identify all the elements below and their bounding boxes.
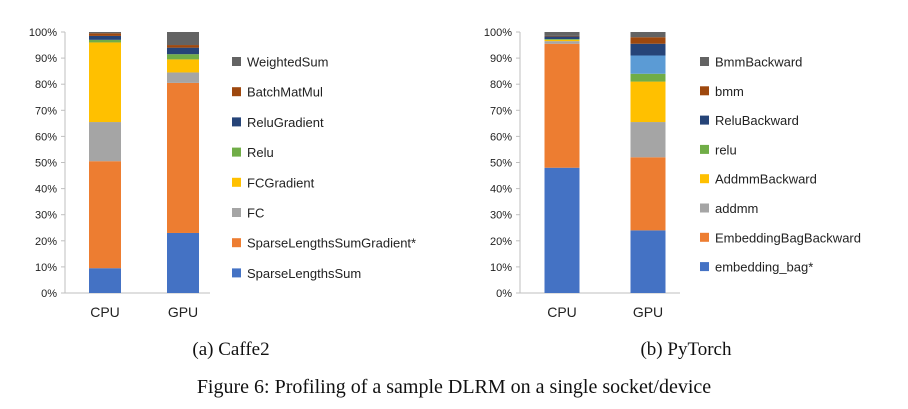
bar-segment-cpu-relubackward <box>544 36 580 40</box>
y-tick-label: 10% <box>490 262 512 274</box>
y-tick-label: 50% <box>490 158 512 170</box>
bar-segment-cpu-fc <box>89 122 121 162</box>
legend-label-embeddingbagbackward: EmbeddingBagBackward <box>715 230 861 245</box>
bar-segment-cpu-weightedsum <box>89 32 121 34</box>
bar-segment-cpu-addmm <box>544 41 580 44</box>
y-tick-label: 100% <box>29 27 57 39</box>
bar-segment-gpu-sparselengthssumgradient <box>167 82 199 233</box>
y-tick-label: 60% <box>35 131 57 143</box>
y-tick-label: 30% <box>35 210 57 222</box>
bar-segment-cpu-embedding-bag <box>544 167 580 293</box>
legend-swatch-addmm <box>700 203 709 213</box>
x-tick-label-gpu: GPU <box>633 304 663 320</box>
y-tick-label: 30% <box>490 210 512 222</box>
y-tick-label: 80% <box>490 79 512 91</box>
x-tick-label-gpu: GPU <box>168 304 198 320</box>
legend-swatch-fcgradient <box>232 177 241 187</box>
bar-segment-gpu-weightedsum <box>167 32 199 46</box>
legend-swatch-bmmbackward <box>700 57 709 66</box>
bar-segment-gpu-embeddingbagbackward <box>630 157 666 231</box>
bar-segment-cpu-addmmbackward <box>544 39 580 42</box>
bar-segment-cpu-bmmbackward <box>544 32 580 36</box>
legend-swatch-embeddingbagbackward <box>700 232 709 242</box>
legend-swatch-relugradient <box>232 117 241 127</box>
bar-segment-gpu-fc <box>167 72 199 83</box>
bar-segment-cpu-relu <box>544 39 580 40</box>
bar-segment-gpu-addmm <box>630 122 666 158</box>
bar-segment-gpu-addmmbackward <box>630 81 666 123</box>
y-tick-label: 90% <box>490 53 512 65</box>
y-tick-label: 70% <box>35 105 57 117</box>
y-tick-label: 80% <box>35 79 57 91</box>
figure-caption: Figure 6: Profiling of a sample DLRM on … <box>197 376 711 398</box>
y-tick-label: 50% <box>35 158 57 170</box>
legend-swatch-batchmatmul <box>232 87 241 97</box>
bar-segment-cpu-sparselengthssum <box>89 268 121 293</box>
bar-segment-cpu-batchmatmul <box>89 33 121 36</box>
legend-label-embedding-bag: embedding_bag* <box>715 260 813 275</box>
legend-swatch-relu <box>232 147 241 157</box>
y-tick-label: 60% <box>490 131 512 143</box>
bar-segment-gpu-relu <box>630 73 666 82</box>
legend-swatch-weightedsum <box>232 57 241 66</box>
legend-label-sparselengthssumgradient: SparseLengthsSumGradient* <box>247 236 416 251</box>
y-tick-label: 40% <box>35 184 57 196</box>
bar-segment-gpu-batchmatmul <box>167 45 199 48</box>
bar-segment-gpu-relubackward <box>630 43 666 56</box>
legend-swatch-sparselengthssum <box>232 268 241 278</box>
legend-swatch-sparselengthssumgradient <box>232 238 241 248</box>
bar-segment-cpu-fcgradient <box>89 42 121 123</box>
legend-label-relugradient: ReluGradient <box>247 115 324 130</box>
subcaption-pytorch: (b) PyTorch <box>640 339 732 360</box>
legend-label-addmmbackward: AddmmBackward <box>715 172 817 187</box>
bar-segment-cpu-sparselengthssumgradient <box>89 161 121 269</box>
legend-label-weightedsum: WeightedSum <box>247 55 328 70</box>
y-tick-label: 70% <box>490 105 512 117</box>
y-tick-label: 90% <box>35 53 57 65</box>
legend-swatch-relu <box>700 144 709 154</box>
y-tick-label: 0% <box>496 288 512 300</box>
legend-label-bmm: bmm <box>715 84 744 99</box>
y-tick-label: 0% <box>41 288 57 300</box>
bar-segment-cpu-bmm <box>544 35 580 37</box>
bar-segment-cpu-relu <box>89 39 121 43</box>
legend-label-fc: FC <box>247 206 264 221</box>
legend-label-relu: Relu <box>247 145 274 160</box>
legend-label-sparselengthssum: SparseLengthsSum <box>247 266 361 281</box>
legend-label-bmmbackward: BmmBackward <box>715 55 802 70</box>
bar-segment-gpu-bmm <box>630 37 666 44</box>
x-tick-label-cpu: CPU <box>90 304 120 320</box>
chart-pytorch: 0% 10% 20% 30% 40% 50% 60% 70% 80% 90% 100% CPU GPU B… <box>484 27 861 320</box>
legend-swatch-addmmbackward <box>700 174 709 184</box>
bar-segment-gpu-unlabeled <box>630 55 666 74</box>
y-tick-label: 10% <box>35 262 57 274</box>
bar-segment-cpu-embeddingbagbackward <box>544 43 580 168</box>
bar-segment-gpu-embedding-bag <box>630 230 666 293</box>
legend-swatch-fc <box>232 208 241 217</box>
chart-caffe2: 0% 10% 20% 30% 40% 50% 60% 70% 80% 90% 100% CPU GPU W… <box>29 27 416 320</box>
y-tick-label: 20% <box>35 236 57 248</box>
bar-segment-gpu-sparselengthssum <box>167 232 199 293</box>
y-tick-label: 40% <box>490 184 512 196</box>
legend-label-relubackward: ReluBackward <box>715 113 799 128</box>
bar-segment-cpu-relugradient <box>89 35 121 40</box>
legend-swatch-relubackward <box>700 115 709 125</box>
bar-segment-gpu-relu <box>167 54 199 60</box>
legend-swatch-embedding-bag <box>700 262 709 272</box>
y-tick-label: 20% <box>490 236 512 248</box>
bar-segment-gpu-bmmbackward <box>630 32 666 38</box>
y-tick-label: 100% <box>484 27 512 39</box>
legend-swatch-bmm <box>700 86 709 96</box>
subcaption-caffe2: (a) Caffe2 <box>192 339 269 360</box>
bar-segment-gpu-relugradient <box>167 47 199 55</box>
legend-label-addmm: addmm <box>715 201 758 216</box>
bar-segment-gpu-fcgradient <box>167 59 199 73</box>
legend-label-batchmatmul: BatchMatMul <box>247 85 323 100</box>
x-tick-label-cpu: CPU <box>547 304 577 320</box>
legend-label-fcgradient: FCGradient <box>247 175 315 190</box>
legend-label-relu: relu <box>715 142 737 157</box>
